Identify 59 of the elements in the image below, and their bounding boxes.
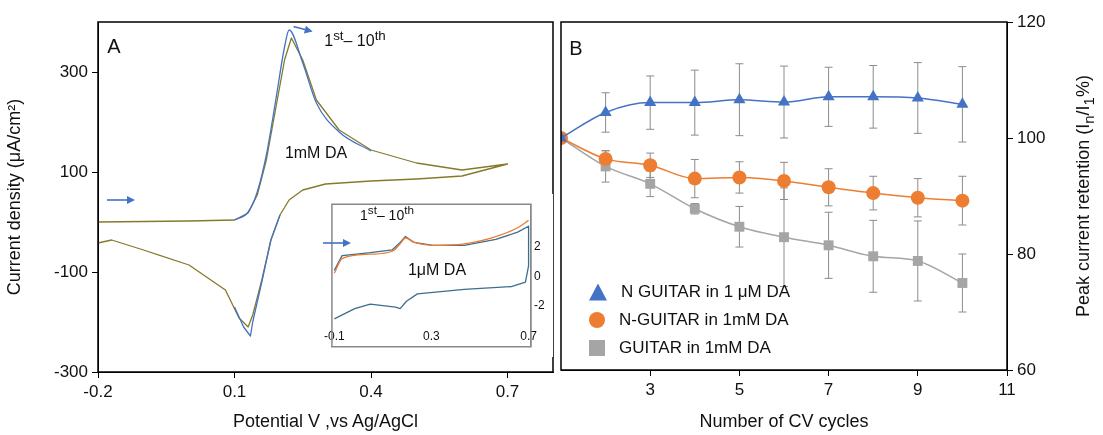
y-tick-label: 0: [534, 268, 541, 283]
legend-label: N-GUITAR in 1mM DA: [619, 310, 789, 330]
point: [955, 193, 970, 208]
point: [957, 278, 968, 288]
point: [777, 95, 791, 106]
x-axis-title: Potential V ,vs Ag/AgCl: [232, 411, 419, 431]
x-tick-label: 0.3: [423, 328, 441, 343]
point: [912, 256, 923, 266]
x-tick-label: 5: [734, 379, 745, 399]
point: [734, 221, 745, 232]
point: [777, 173, 791, 188]
point: [779, 232, 789, 243]
annotation: 1$^{st}$– 10$^{th}$: [360, 203, 414, 223]
annotation: B: [569, 37, 583, 59]
y-axis-title: Current density (μA/cm²): [4, 98, 24, 296]
x-tick-label: 0.4: [359, 381, 383, 401]
point: [732, 170, 747, 185]
y-tick-label: 100: [1017, 127, 1046, 147]
point: [733, 92, 746, 104]
point: [645, 178, 656, 189]
point: [911, 90, 924, 102]
point: [644, 95, 657, 107]
x-tick-label: 0.7: [520, 328, 538, 343]
point: [599, 105, 612, 116]
legend-label: N GUITAR in 1 μM DA: [621, 282, 791, 302]
x-tick-label: 7: [823, 379, 834, 399]
y-tick-label: -100: [53, 261, 88, 281]
point: [956, 97, 969, 108]
x-axis-title: Number of CV cycles: [699, 411, 869, 431]
point: [866, 186, 881, 201]
y-tick-label: 80: [1017, 243, 1036, 263]
y-tick-label: 300: [59, 61, 88, 81]
x-tick-label: 11: [998, 379, 1016, 399]
y-tick-label: 60: [1017, 359, 1036, 379]
x-tick-label: 0.1: [222, 381, 247, 401]
x-tick-label: 9: [913, 379, 923, 399]
point: [687, 171, 702, 186]
point: [688, 95, 701, 107]
annotation: 1μM DA: [407, 261, 467, 278]
y-tick-label: 100: [59, 161, 88, 181]
y-tick-label: -300: [53, 361, 88, 381]
point: [868, 251, 879, 262]
point: [643, 158, 658, 173]
x-tick-label: -0.2: [83, 381, 113, 401]
annotation: 1$^{st}$– 10$^{th}$: [324, 27, 386, 50]
x-tick-label: 3: [645, 379, 655, 399]
x-tick-label: 0.7: [495, 381, 520, 401]
annotation: 1mM DA: [284, 144, 348, 161]
y-tick-label: -2: [534, 297, 545, 312]
point: [822, 89, 835, 101]
point: [910, 190, 925, 205]
legend-label: GUITAR in 1mM DA: [619, 338, 771, 358]
x-tick-label: -0.1: [324, 328, 345, 343]
point: [821, 180, 836, 195]
y-tick-label: 2: [534, 239, 541, 254]
point: [867, 89, 880, 101]
point: [823, 240, 834, 251]
y-tick-label: 120: [1017, 11, 1046, 31]
annotation: A: [107, 35, 121, 57]
